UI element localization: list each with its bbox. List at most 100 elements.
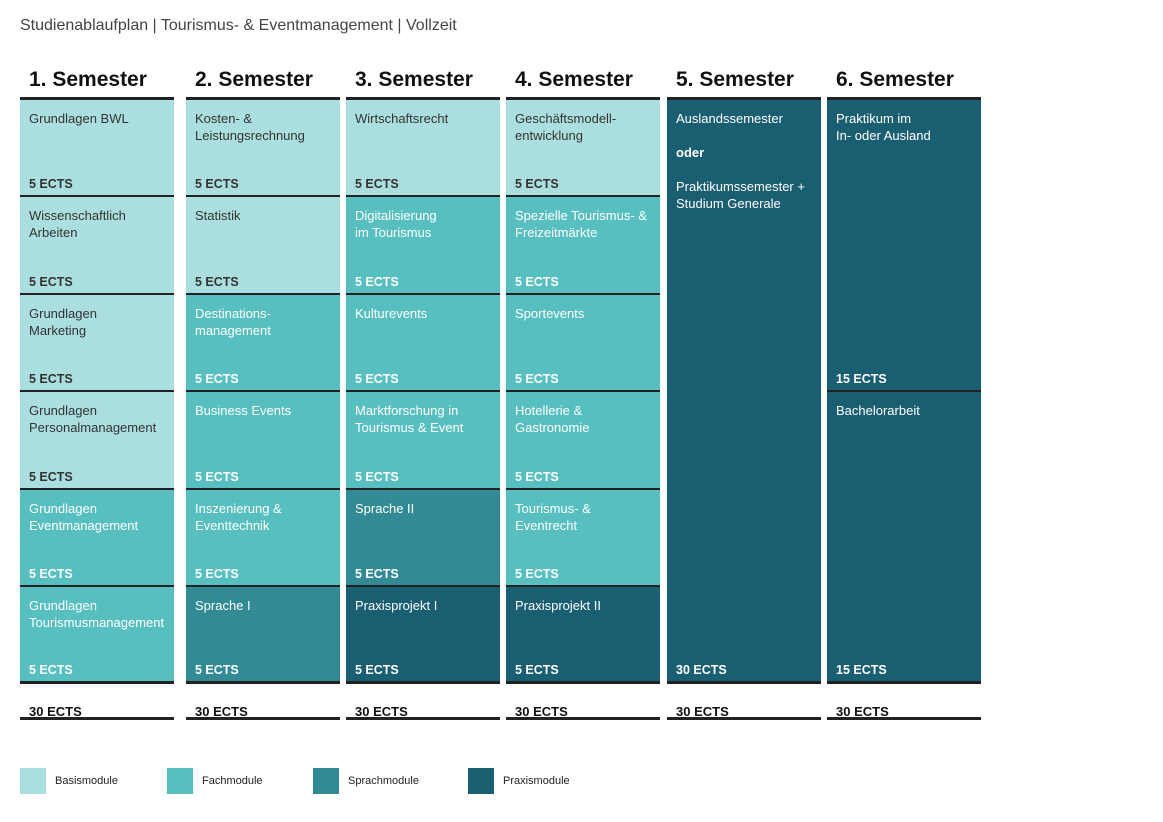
semester-column: 2. Semester Kosten- & Leistungsrechnung 5 E… [186, 66, 340, 720]
module-name: Grundlagen Marketing [29, 305, 97, 338]
module-ects: 5 ECTS [29, 566, 73, 581]
module-ects: 5 ECTS [29, 663, 73, 678]
module-ects: 5 ECTS [355, 469, 399, 484]
module-fach: Kulturevents 5 ECTS [346, 294, 500, 393]
module-ects: 5 ECTS [515, 372, 559, 387]
module-name: Praktikum im In- oder Ausland [836, 111, 931, 143]
module-ects: 5 ECTS [29, 469, 73, 484]
semester-title: 5. Semester [667, 66, 821, 100]
module-ects: 5 ECTS [355, 372, 399, 387]
module-name: Business Events [195, 403, 292, 419]
module-sprach: Sprache II 5 ECTS [346, 489, 500, 587]
semester-total: 30 ECTS [346, 687, 500, 720]
module-name: Hotellerie & Gastronomie [515, 403, 590, 436]
module-name: Sprache I [195, 598, 251, 613]
module-basis: Geschäftsmodell-entwicklung 5 ECTS [506, 100, 660, 198]
legend-label: Basismodule [55, 775, 118, 787]
module-name: Marktforschung in Tourismus & Event [355, 403, 464, 436]
semester-column: 6. Semester Praktikum im In- oder Ausland 1… [827, 66, 981, 720]
semester-title: 6. Semester [827, 66, 981, 100]
semester-column: 5. Semester Auslandssemester oder Praktikum… [667, 66, 821, 720]
module-name: Destinations-management [195, 305, 271, 338]
semester-title: 4. Semester [506, 66, 660, 100]
module-name: Sprache II [355, 500, 415, 516]
module-fach: Tourismus- & Eventrecht 5 ECTS [506, 489, 660, 587]
module-name: Tourismus- & Eventrecht [515, 500, 591, 533]
module-fach: Grundlagen Eventmanagement 5 ECTS [20, 489, 174, 587]
module-name: Kulturevents [355, 305, 428, 321]
module-praxis: Praxisprojekt II 5 ECTS [506, 587, 660, 685]
module-basis: Wirtschaftsrecht 5 ECTS [346, 100, 500, 198]
module-ects: 5 ECTS [515, 566, 559, 581]
module-fach: Marktforschung in Tourismus & Event 5 ECTS [346, 392, 500, 490]
semester-title: 2. Semester [186, 66, 340, 100]
module-ects: 5 ECTS [29, 274, 73, 289]
module-name: Statistik [195, 208, 241, 224]
module-fach: Business Events 5 ECTS [186, 392, 340, 490]
semester-column: 1. Semester Grundlagen BWL 5 ECTS Wissensch… [20, 66, 174, 720]
module-name: Sportevents [515, 305, 585, 321]
module-praxis: Bachelorarbeit 15 ECTS [827, 392, 981, 685]
module-name: Grundlagen Eventmanagement [29, 500, 139, 533]
module-ects: 5 ECTS [29, 177, 73, 192]
semester-title: 1. Semester [20, 66, 174, 100]
module-praxis: Praktikum im In- oder Ausland 15 ECTS [827, 100, 981, 393]
module-name: Wirtschaftsrecht [355, 111, 449, 126]
module-stack: Grundlagen BWL 5 ECTS Wissenschaftlich Arbe… [20, 100, 174, 687]
module-ects: 5 ECTS [515, 274, 559, 289]
semester-title: 3. Semester [346, 66, 500, 100]
module-ects: 5 ECTS [195, 274, 239, 289]
module-name: Grundlagen Personalmanagement [29, 403, 157, 436]
module-name: Digitalisierung im Tourismus [355, 208, 437, 241]
legend-swatch [468, 768, 494, 794]
semester-column: 4. Semester Geschäftsmodell-entwicklung 5 … [506, 66, 660, 720]
module-fach: Sportevents 5 ECTS [506, 294, 660, 393]
legend-swatch [20, 768, 46, 794]
module-ects: 5 ECTS [515, 663, 559, 678]
legend-swatch [167, 768, 193, 794]
legend-label: Praxismodule [503, 775, 570, 787]
semester-total: 30 ECTS [667, 687, 821, 720]
semester-total: 30 ECTS [186, 687, 340, 720]
semester-total: 30 ECTS [827, 687, 981, 720]
module-ects: 5 ECTS [195, 566, 239, 581]
module-stack: Auslandssemester oder Praktikumssemester +… [667, 100, 821, 687]
module-name: Grundlagen Tourismusmanagement [29, 598, 165, 630]
module-basis: Grundlagen Marketing 5 ECTS [20, 294, 174, 393]
module-ects: 5 ECTS [195, 372, 239, 387]
module-basis: Wissenschaftlich Arbeiten 5 ECTS [20, 197, 174, 295]
page-title: Studienablaufplan | Tourismus- & Eventma… [20, 17, 457, 34]
module-fach: Digitalisierung im Tourismus 5 ECTS [346, 197, 500, 295]
module-ects: 15 ECTS [836, 372, 887, 387]
module-ects: 5 ECTS [355, 663, 399, 678]
module-basis: Statistik 5 ECTS [186, 197, 340, 295]
module-ects: 5 ECTS [355, 274, 399, 289]
module-praxis: Praxisprojekt I 5 ECTS [346, 587, 500, 685]
module-ects: 5 ECTS [195, 663, 239, 678]
module-praxis: Auslandssemester oder Praktikumssemester +… [667, 100, 821, 685]
module-name: Geschäftsmodell-entwicklung [515, 111, 617, 143]
module-ects: 5 ECTS [195, 469, 239, 484]
module-stack: Kosten- & Leistungsrechnung 5 ECTS Statisti… [186, 100, 340, 687]
module-stack: Wirtschaftsrecht 5 ECTS Digitalisierung im … [346, 100, 500, 687]
module-ects: 30 ECTS [676, 663, 727, 678]
module-name: Wissenschaftlich Arbeiten [29, 208, 126, 241]
module-name: Praxisprojekt II [515, 598, 601, 613]
module-fach: Spezielle Tourismus- & Freizeitmärkte 5 EC… [506, 197, 660, 295]
module-ects: 5 ECTS [515, 177, 559, 192]
module-name: Grundlagen BWL [29, 111, 129, 126]
semester-total: 30 ECTS [20, 687, 174, 720]
module-name: Auslandssemester oder Praktikumssemester +… [676, 111, 805, 211]
semester-total: 30 ECTS [506, 687, 660, 720]
module-basis: Grundlagen BWL 5 ECTS [20, 100, 174, 198]
module-fach: Inszenierung & Eventtechnik 5 ECTS [186, 489, 340, 587]
module-ects: 5 ECTS [355, 177, 399, 192]
legend-swatch [313, 768, 339, 794]
module-fach: Hotellerie & Gastronomie 5 ECTS [506, 392, 660, 490]
module-name: Praxisprojekt I [355, 598, 438, 613]
module-ects: 5 ECTS [515, 469, 559, 484]
module-ects: 5 ECTS [355, 566, 399, 581]
module-name: Spezielle Tourismus- & Freizeitmärkte [515, 208, 647, 241]
module-name: Kosten- & Leistungsrechnung [195, 111, 305, 143]
module-ects: 5 ECTS [29, 372, 73, 387]
